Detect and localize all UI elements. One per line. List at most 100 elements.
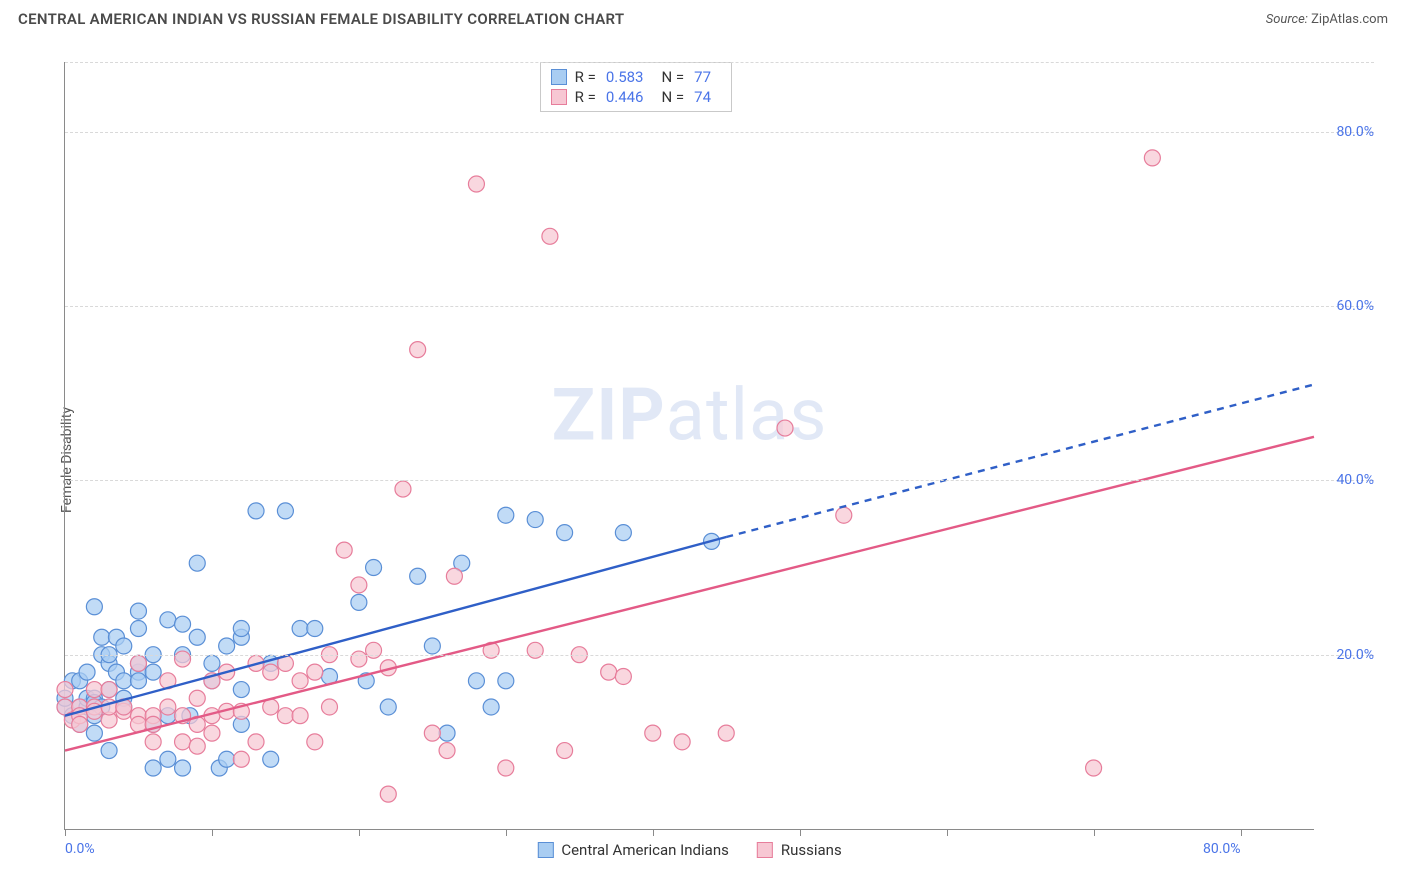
data-point <box>116 673 132 689</box>
data-point <box>175 616 191 632</box>
data-point <box>645 725 661 741</box>
data-point <box>145 664 161 680</box>
data-point <box>439 725 455 741</box>
data-point <box>175 760 191 776</box>
data-point <box>189 690 205 706</box>
data-point <box>86 682 102 698</box>
data-point <box>145 734 161 750</box>
data-point <box>366 560 382 576</box>
data-point <box>1144 150 1160 166</box>
data-point <box>233 751 249 767</box>
data-point <box>527 642 543 658</box>
data-point <box>219 751 235 767</box>
y-tick-label: 40.0% <box>1336 472 1374 488</box>
data-point <box>292 673 308 689</box>
data-point <box>424 725 440 741</box>
y-tick-label: 80.0% <box>1336 124 1374 140</box>
data-point <box>277 708 293 724</box>
data-point <box>351 577 367 593</box>
y-tick-label: 20.0% <box>1336 647 1374 663</box>
legend-swatch-cai <box>537 842 553 858</box>
legend-label-rus: Russians <box>781 841 842 859</box>
r-value-rus: 0.446 <box>606 88 644 106</box>
x-tick <box>1241 829 1242 836</box>
data-point <box>498 507 514 523</box>
data-point <box>175 651 191 667</box>
data-point <box>189 555 205 571</box>
scatter-svg <box>65 62 1314 829</box>
data-point <box>557 743 573 759</box>
data-point <box>380 786 396 802</box>
data-point <box>836 507 852 523</box>
r-label: R = <box>575 68 596 86</box>
source-label: Source: <box>1266 12 1308 27</box>
data-point <box>542 228 558 244</box>
data-point <box>498 673 514 689</box>
data-point <box>86 725 102 741</box>
data-point <box>321 699 337 715</box>
regression-line <box>65 437 1314 751</box>
data-point <box>160 612 176 628</box>
chart-header: CENTRAL AMERICAN INDIAN VS RUSSIAN FEMAL… <box>0 0 1406 34</box>
regression-line <box>726 384 1314 537</box>
data-point <box>57 682 73 698</box>
data-point <box>439 743 455 759</box>
x-tick <box>212 829 213 836</box>
n-label: N = <box>662 88 685 106</box>
gridline <box>65 132 1374 133</box>
data-point <box>557 525 573 541</box>
data-point <box>351 594 367 610</box>
data-point <box>130 603 146 619</box>
gridline <box>65 480 1374 481</box>
n-value-cai: 77 <box>694 68 711 86</box>
x-tick <box>1094 829 1095 836</box>
data-point <box>424 638 440 654</box>
x-tick <box>800 829 801 836</box>
r-label: R = <box>575 88 596 106</box>
data-point <box>615 525 631 541</box>
data-point <box>395 481 411 497</box>
x-tick-label: 80.0% <box>1203 841 1241 857</box>
data-point <box>380 699 396 715</box>
data-point <box>498 760 514 776</box>
data-point <box>189 738 205 754</box>
data-point <box>277 503 293 519</box>
data-point <box>468 176 484 192</box>
data-point <box>718 725 734 741</box>
y-tick-label: 60.0% <box>1336 298 1374 314</box>
x-tick <box>653 829 654 836</box>
data-point <box>79 664 95 680</box>
data-point <box>160 699 176 715</box>
n-label: N = <box>662 68 685 86</box>
chart-area: Female Disability ZIPatlas R = 0.583 N =… <box>18 40 1388 880</box>
data-point <box>263 664 279 680</box>
gridline <box>65 306 1374 307</box>
data-point <box>248 503 264 519</box>
data-point <box>204 655 220 671</box>
x-tick <box>506 829 507 836</box>
data-point <box>130 655 146 671</box>
data-point <box>410 342 426 358</box>
data-point <box>366 642 382 658</box>
legend-series: Central American Indians Russians <box>537 841 841 859</box>
data-point <box>233 621 249 637</box>
legend-swatch-rus <box>551 89 567 105</box>
data-point <box>248 734 264 750</box>
data-point <box>160 751 176 767</box>
data-point <box>101 743 117 759</box>
data-point <box>777 420 793 436</box>
data-point <box>446 568 462 584</box>
data-point <box>307 621 323 637</box>
data-point <box>145 760 161 776</box>
r-value-cai: 0.583 <box>606 68 644 86</box>
data-point <box>130 621 146 637</box>
source-value: ZipAtlas.com <box>1311 12 1388 27</box>
data-point <box>351 651 367 667</box>
legend-stats-row-rus: R = 0.446 N = 74 <box>551 87 721 107</box>
source-attribution: Source: ZipAtlas.com <box>1266 12 1388 27</box>
data-point <box>94 629 110 645</box>
data-point <box>86 599 102 615</box>
data-point <box>527 512 543 528</box>
x-tick <box>947 829 948 836</box>
data-point <box>307 664 323 680</box>
